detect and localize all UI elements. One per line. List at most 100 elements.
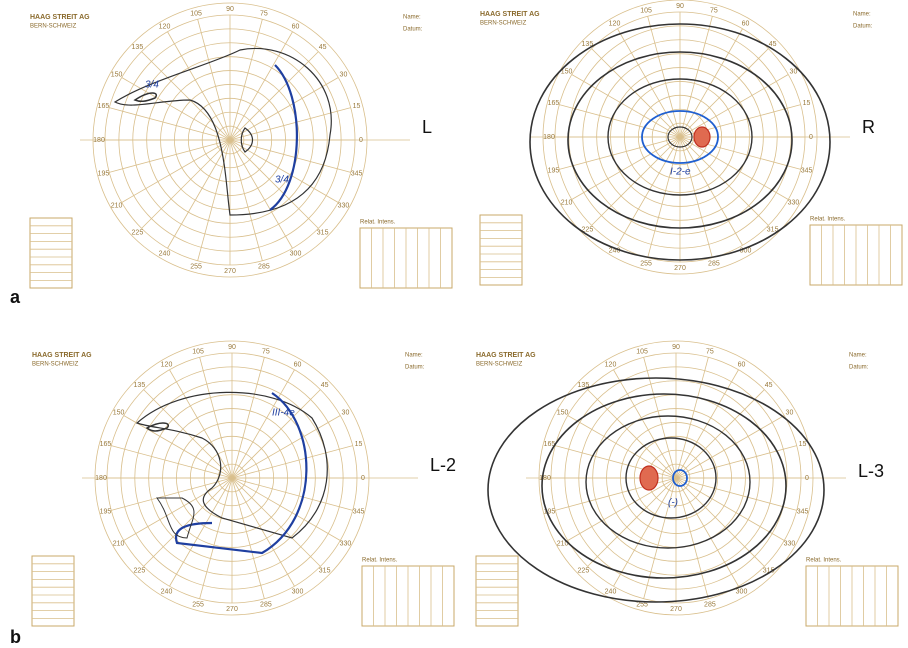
angle-label: 195 — [544, 509, 556, 516]
perimetry-chart: 0 15 30 45 60 75 90 105 120 135 150 165 180 195 210 225… — [479, 0, 903, 286]
angle-label: 30 — [342, 409, 350, 416]
angle-label: 45 — [321, 382, 329, 389]
radial-line — [679, 136, 743, 246]
angle-label: 150 — [111, 71, 123, 78]
brand-sub: BERN-SCHWEIZ — [30, 24, 77, 30]
angle-label: 165 — [548, 100, 560, 107]
angle-label: 15 — [353, 103, 361, 110]
radial-line — [591, 48, 681, 138]
radial-line — [679, 136, 789, 200]
angle-label: 150 — [113, 409, 125, 416]
radial-line — [617, 136, 681, 246]
table-title: Relat. Intens. — [360, 220, 396, 226]
angle-label: 330 — [338, 202, 350, 209]
radial-line — [141, 51, 231, 141]
name-field: Name: — [853, 12, 871, 18]
angle-label: 105 — [636, 348, 648, 355]
angle-label: 15 — [803, 100, 811, 107]
angle-label: 255 — [636, 601, 648, 608]
angle-label: 255 — [192, 601, 204, 608]
angle-label: 315 — [767, 226, 779, 233]
radial-line — [123, 477, 233, 541]
angle-label: 60 — [294, 361, 302, 368]
radial-line — [647, 136, 681, 258]
radial-line — [121, 139, 231, 203]
radial-line — [675, 389, 765, 479]
angle-label: 165 — [100, 441, 112, 448]
radial-line — [231, 389, 321, 479]
angle-label: 75 — [260, 10, 268, 17]
radial-line — [675, 415, 785, 479]
date-field: Datum: — [849, 365, 869, 371]
angle-label: 30 — [790, 68, 798, 75]
angle-label: 285 — [258, 263, 270, 270]
row-label: a — [10, 287, 21, 307]
angle-label: 90 — [226, 6, 234, 13]
radial-line — [559, 136, 681, 170]
radial-line — [121, 77, 231, 141]
brand: HAAG STREIT AG — [32, 352, 92, 359]
brand: HAAG STREIT AG — [480, 11, 540, 18]
radial-line — [617, 28, 681, 138]
angle-label: 30 — [340, 71, 348, 78]
angle-label: 210 — [561, 199, 573, 206]
radial-line — [587, 477, 677, 567]
isopter — [567, 51, 793, 229]
angle-label: 285 — [708, 260, 720, 267]
radial-line — [675, 357, 709, 479]
legend-table — [475, 555, 519, 627]
table-title: Relat. Intens. — [362, 558, 398, 564]
angle-label: 90 — [676, 3, 684, 10]
angle-label: 270 — [224, 268, 236, 275]
angle-label: 105 — [640, 7, 652, 14]
angle-label: 300 — [290, 250, 302, 257]
radial-line — [229, 139, 293, 249]
radial-line — [109, 139, 231, 173]
radial-line — [197, 19, 231, 141]
angle-label: 150 — [561, 68, 573, 75]
angle-label: 240 — [161, 588, 173, 595]
angle-label: 315 — [319, 567, 331, 574]
brand-sub: BERN-SCHWEIZ — [32, 362, 79, 368]
angle-label: 0 — [809, 134, 813, 141]
angle-label: 345 — [351, 171, 363, 178]
angle-label: 120 — [159, 23, 171, 30]
perimetry-chart: 0 15 30 45 60 75 90 105 120 135 150 165 180 195 210 225… — [475, 340, 899, 627]
radial-line — [675, 477, 785, 541]
brand: HAAG STREIT AG — [476, 352, 536, 359]
radial-line — [231, 357, 265, 479]
ring — [542, 0, 818, 275]
angle-label: 0 — [361, 475, 365, 482]
radial-line — [231, 477, 341, 541]
angle-label: 195 — [98, 171, 110, 178]
brand-sub: BERN-SCHWEIZ — [476, 362, 523, 368]
radial-line — [229, 51, 319, 141]
isopter — [529, 23, 831, 261]
radial-line — [567, 415, 677, 479]
angle-label: 75 — [262, 348, 270, 355]
angle-label: 90 — [672, 344, 680, 351]
handwritten-note: 3/4 — [275, 175, 289, 186]
angle-label: 225 — [134, 567, 146, 574]
brand-sub: BERN-SCHWEIZ — [480, 21, 527, 27]
panel-label: R — [862, 117, 875, 137]
radial-line — [231, 477, 321, 567]
angle-label: 195 — [548, 168, 560, 175]
angle-label: 255 — [640, 260, 652, 267]
table-title: Relat. Intens. — [810, 217, 846, 223]
isopter — [641, 110, 719, 164]
angle-label: 165 — [98, 103, 110, 110]
radial-line — [587, 389, 677, 479]
angle-label: 315 — [317, 229, 329, 236]
isopter — [607, 78, 753, 196]
isopter — [693, 126, 711, 148]
perimetry-chart: 0 15 30 45 60 75 90 105 120 135 150 165 180 195 210 225… — [29, 2, 453, 289]
angle-label: 345 — [353, 509, 365, 516]
angle-label: 120 — [609, 20, 621, 27]
angle-label: 210 — [113, 540, 125, 547]
isopter — [145, 422, 169, 432]
radial-line — [231, 477, 265, 599]
angle-label: 300 — [292, 588, 304, 595]
angle-label: 90 — [228, 344, 236, 351]
